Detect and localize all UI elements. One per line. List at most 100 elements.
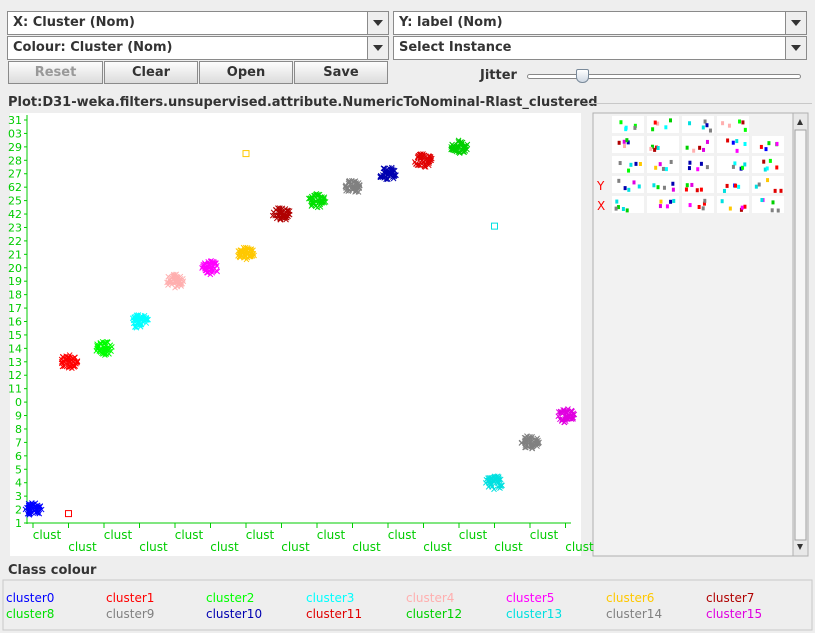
thumbnail-dot — [705, 139, 709, 144]
clear-button[interactable]: Clear — [104, 61, 198, 84]
point — [172, 272, 179, 278]
point — [210, 267, 217, 273]
y-tick-label: 27 — [8, 168, 22, 181]
point — [493, 473, 500, 480]
point — [66, 352, 73, 358]
y-tick-label: 13 — [8, 356, 22, 369]
thumbnail-dot — [735, 139, 739, 144]
point — [488, 481, 495, 488]
x-select[interactable]: X: Cluster (Nom) — [7, 11, 389, 35]
thumbnail-dot — [775, 141, 779, 146]
thumbnail-dot — [614, 206, 618, 211]
x-tick-label: clust — [175, 528, 204, 542]
thumbnail-dot — [658, 162, 662, 167]
scroll-thumb[interactable] — [794, 129, 807, 541]
x-tick-label: clust — [565, 540, 594, 554]
thumbnail — [752, 176, 784, 193]
point — [212, 260, 219, 267]
point — [345, 180, 352, 187]
point — [34, 506, 41, 513]
colour-select[interactable]: Colour: Cluster (Nom) — [7, 36, 389, 60]
point — [450, 142, 456, 149]
point-cloud — [306, 190, 329, 211]
point-cloud — [199, 258, 221, 278]
y-tick-label: 22 — [8, 235, 22, 248]
thumbnail-dot — [727, 123, 731, 128]
thumbnail — [717, 196, 749, 213]
thumbnail-dot — [665, 204, 669, 209]
x-tick-label: clust — [210, 540, 239, 554]
point — [59, 363, 66, 370]
point — [351, 184, 358, 191]
y-tick-label: 0 — [15, 396, 22, 409]
thumbnail-dot — [637, 184, 641, 189]
thumbnail-dot — [705, 123, 709, 128]
point — [199, 265, 205, 271]
point — [562, 418, 569, 425]
point — [555, 413, 562, 420]
y-tick-label: 25 — [8, 195, 22, 208]
thumbnail-dot — [688, 121, 692, 126]
legend-entry: cluster2 — [206, 591, 254, 605]
thumbnail-dot — [775, 165, 779, 170]
point — [251, 252, 257, 259]
point-cloud — [483, 473, 505, 493]
y-tick-label: 6 — [15, 450, 22, 463]
thumbnail-dot — [728, 206, 732, 211]
thumbnail-dot — [619, 120, 623, 125]
thumbnail-dot — [654, 145, 658, 150]
point — [175, 278, 182, 285]
point-cloud — [411, 151, 435, 170]
thumbnail-dot — [629, 162, 633, 167]
x-tick-label: clust — [139, 540, 168, 554]
thumbnail-dot — [720, 199, 724, 204]
y-tick-label: 03 — [8, 127, 22, 140]
thumbnail-dot — [743, 162, 747, 167]
legend-entry: cluster4 — [406, 591, 454, 605]
thumbnail-dot — [687, 166, 691, 171]
point — [278, 214, 285, 221]
attribute-thumbnails[interactable] — [612, 116, 784, 213]
point-cloud — [448, 137, 471, 156]
plot-area — [10, 113, 581, 556]
jitter-track[interactable] — [527, 74, 801, 79]
thumbnail-dot — [731, 164, 735, 169]
point — [132, 323, 139, 330]
point — [311, 199, 317, 206]
y-tick-label: 3 — [15, 490, 22, 503]
point — [207, 258, 214, 265]
point-cloud — [22, 500, 45, 518]
thumbnail-dot — [654, 165, 658, 170]
thumbnail-dot — [656, 185, 660, 190]
thumbnail-dot — [740, 205, 744, 210]
legend-border — [2, 579, 813, 631]
point — [377, 173, 384, 180]
thumbnail-dot — [652, 183, 656, 188]
jitter-label: Jitter — [480, 68, 517, 83]
y-tick-label: 31 — [8, 114, 22, 127]
square-marker — [491, 222, 498, 230]
thumbnail-dot — [658, 204, 662, 209]
thumbnail-dot — [737, 184, 741, 189]
point — [273, 215, 280, 222]
point — [206, 262, 213, 269]
thumbnail-dot — [759, 144, 763, 149]
y-attr-label: Y — [596, 179, 605, 193]
instance-select[interactable]: Select Instance — [393, 36, 807, 60]
thumbnail-dot — [617, 140, 621, 145]
open-button[interactable]: Open — [199, 61, 293, 84]
legend-entry: cluster3 — [306, 591, 354, 605]
point — [461, 149, 468, 155]
jitter-thumb[interactable] — [576, 69, 589, 83]
y-select[interactable]: Y: label (Nom) — [393, 11, 807, 35]
point — [138, 313, 145, 319]
y-tick-label: 2 — [15, 504, 22, 517]
thumbnail-dot — [733, 161, 737, 166]
point — [528, 436, 535, 442]
point-cloud — [93, 338, 115, 358]
thumbnail-dot — [754, 184, 758, 189]
thumbnail-dot — [688, 203, 692, 208]
reset-button[interactable]: Reset — [8, 61, 103, 84]
thumbnail-dot — [776, 208, 780, 213]
save-button[interactable]: Save — [294, 61, 388, 84]
